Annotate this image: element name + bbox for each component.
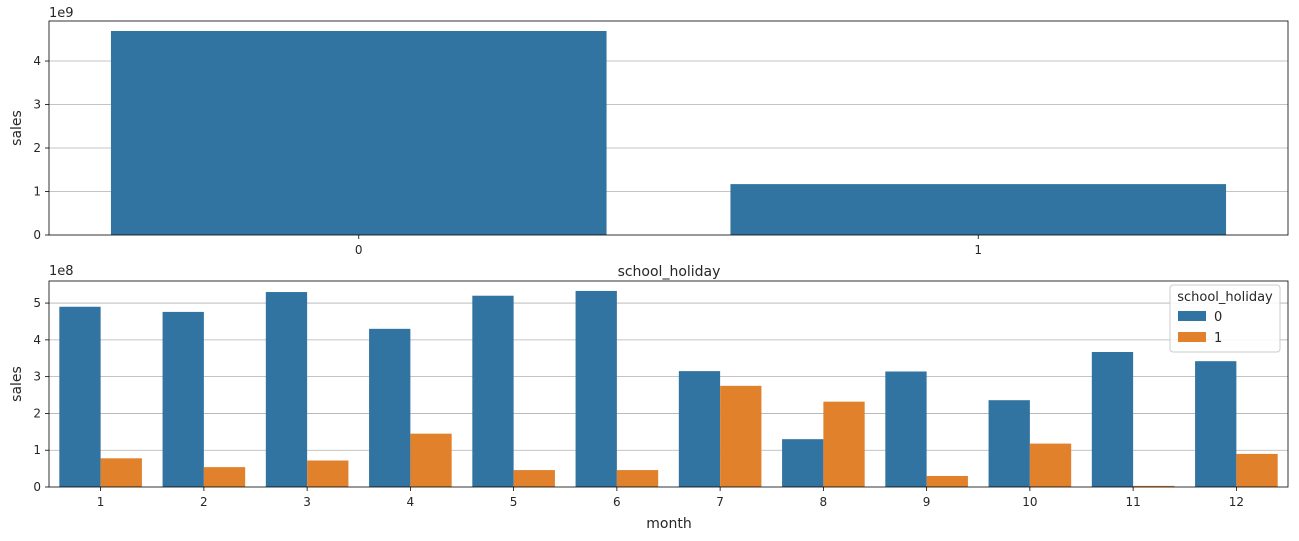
legend-swatch-0 [1178, 311, 1206, 321]
bot-bar-series0-cat6 [575, 290, 617, 487]
bot-x-tick-label: 2 [200, 495, 208, 509]
bottom-plot-frame [48, 280, 1289, 488]
bot-y-tick-label: 5 [33, 296, 41, 310]
top-y-ticks: 0 1 2 3 4 [33, 54, 49, 242]
bot-x-tick-label: 5 [510, 495, 518, 509]
top-y-tick-label: 3 [33, 98, 41, 112]
bot-x-tick-label: 4 [407, 495, 415, 509]
legend-label-1: 1 [1214, 331, 1222, 346]
bot-y-tick-label: 1 [33, 443, 41, 457]
bot-x-tick-label: 1 [97, 495, 105, 509]
bot-bar-series1-cat9 [926, 475, 968, 487]
bottom-y-ticks: 0 1 2 3 4 5 [33, 296, 49, 494]
bot-bar-series1-cat8 [823, 401, 865, 487]
top-y-tick-label: 0 [33, 228, 41, 242]
bot-x-tick-label: 11 [1125, 495, 1140, 509]
legend-label-0: 0 [1214, 310, 1222, 325]
bot-bar-series1-cat1 [100, 458, 142, 487]
bot-bar-series0-cat2 [162, 311, 204, 487]
bot-x-tick-label: 10 [1022, 495, 1037, 509]
top-bar-cat0 [110, 31, 607, 236]
bot-x-tick-label: 12 [1229, 495, 1244, 509]
top-bars [110, 31, 1227, 236]
bot-x-tick-label: 9 [923, 495, 931, 509]
bot-x-tick-label: 3 [303, 495, 311, 509]
bot-bar-series1-cat2 [203, 467, 246, 487]
bot-x-tick-label: 8 [820, 495, 828, 509]
legend-swatch-1 [1178, 332, 1206, 342]
top-y-tick-label: 1 [33, 185, 41, 199]
bot-x-tick-label: 7 [716, 495, 724, 509]
bot-bar-series0-cat4 [369, 328, 411, 487]
bot-bar-series1-cat5 [513, 470, 555, 487]
top-x-axis-label: school_holiday [618, 264, 721, 280]
bot-bar-series1-cat11 [1133, 485, 1175, 487]
bottom-x-ticks: 1 2 3 4 5 6 7 8 9 10 11 12 [97, 487, 1244, 509]
bot-bar-series0-cat10 [988, 400, 1030, 487]
top-bar-cat1 [730, 184, 1227, 235]
bot-bar-series0-cat5 [472, 295, 514, 487]
top-y-axis-label: sales [9, 110, 25, 146]
bot-bar-series0-cat7 [678, 371, 721, 487]
legend-title: school_holiday [1177, 290, 1273, 305]
bot-bar-series0-cat8 [782, 439, 824, 487]
top-x-tick-label: 1 [974, 243, 982, 257]
bot-bar-series0-cat11 [1091, 351, 1134, 487]
top-plot-frame [48, 20, 1289, 236]
top-y-tick-label: 2 [33, 141, 41, 155]
bot-y-tick-label: 2 [33, 406, 41, 420]
bot-bar-series1-cat10 [1029, 443, 1072, 487]
bottom-x-axis-label: month [646, 516, 691, 532]
bot-bar-series0-cat3 [265, 292, 308, 487]
bot-bar-series1-cat12 [1236, 453, 1278, 487]
legend: school_holiday 0 1 [1169, 284, 1281, 353]
bot-bar-series0-cat12 [1195, 361, 1237, 487]
bot-bar-series1-cat3 [307, 460, 349, 487]
bottom-gridlines [49, 302, 1288, 451]
bot-bar-series1-cat7 [720, 385, 762, 487]
bottom-bars [59, 290, 1278, 487]
bot-y-tick-label: 4 [33, 333, 41, 347]
bot-x-tick-label: 6 [613, 495, 621, 509]
bot-bar-series1-cat6 [616, 470, 659, 487]
bot-y-tick-label: 3 [33, 370, 41, 384]
bot-bar-series0-cat1 [59, 306, 101, 487]
bottom-y-axis-label: sales [9, 366, 25, 402]
bot-bar-series0-cat9 [885, 371, 927, 487]
top-offset-label: 1e9 [49, 6, 74, 21]
bot-y-tick-label: 0 [33, 480, 41, 494]
top-y-tick-label: 4 [33, 54, 41, 68]
top-x-tick-label: 0 [355, 243, 363, 257]
bottom-offset-label: 1e8 [49, 264, 74, 279]
bot-bar-series1-cat4 [410, 433, 452, 487]
